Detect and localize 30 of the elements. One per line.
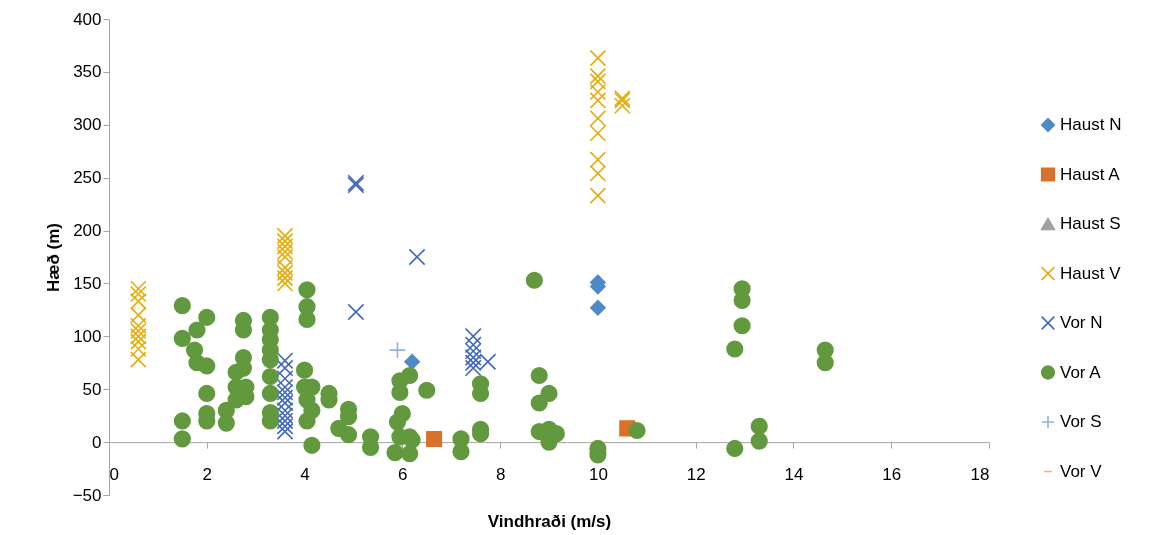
legend-label: Vor S bbox=[1060, 412, 1102, 431]
legend-label: Haust V bbox=[1060, 263, 1122, 283]
x-tick-label: 12 bbox=[686, 464, 706, 484]
legend-label: Haust S bbox=[1060, 214, 1121, 233]
x-tick-label: 8 bbox=[495, 464, 506, 484]
x-tick-label: 10 bbox=[588, 464, 608, 484]
x-tick-label: 16 bbox=[882, 464, 902, 484]
legend-label: Vor N bbox=[1060, 313, 1103, 332]
legend-label: Haust N bbox=[1060, 115, 1122, 134]
y-tick-label: 200 bbox=[73, 221, 102, 241]
y-tick-label: 100 bbox=[73, 326, 102, 346]
y-tick-label: 50 bbox=[82, 379, 102, 399]
legend-label: Vor A bbox=[1060, 362, 1102, 382]
x-tick-label: 2 bbox=[202, 464, 213, 484]
y-tick-label: 0 bbox=[92, 432, 102, 452]
x-tick-label: 14 bbox=[784, 464, 804, 484]
x-axis-title: Vindhraði (m/s) bbox=[487, 511, 612, 531]
y-tick-label: 300 bbox=[73, 115, 102, 135]
y-tick-label: 350 bbox=[73, 62, 102, 82]
x-tick-label: 6 bbox=[398, 464, 408, 484]
x-tick-label: 18 bbox=[970, 464, 990, 484]
y-tick-label: 250 bbox=[73, 168, 102, 188]
y-tick-label: −50 bbox=[72, 485, 102, 505]
y-tick-label: 150 bbox=[73, 273, 102, 293]
y-tick-label: 400 bbox=[73, 9, 102, 29]
legend-label: Vor V bbox=[1060, 461, 1103, 481]
x-tick-label: 4 bbox=[300, 464, 310, 484]
x-tick-label: 0 bbox=[109, 464, 119, 484]
y-axis-title: Hæð (m) bbox=[43, 223, 63, 292]
legend-label: Haust A bbox=[1060, 164, 1121, 184]
